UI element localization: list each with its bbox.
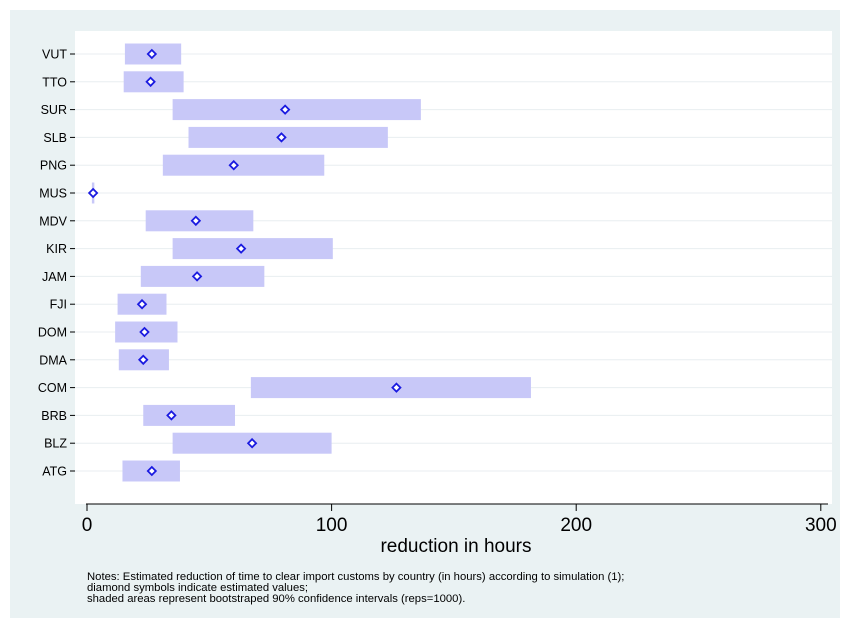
ci-band bbox=[162, 154, 325, 176]
range-plot: VUT TTO SUR SLB PNG MUS MDV KIR JAM FJI DOM DMA COM B… bbox=[38, 31, 837, 557]
estimate-marker bbox=[246, 437, 258, 449]
y-tick-label: DMA bbox=[39, 353, 67, 367]
estimate-marker bbox=[279, 104, 291, 115]
estimate-marker bbox=[145, 76, 156, 88]
y-tick-label: ATG bbox=[42, 465, 67, 479]
y-tick-label: KIR bbox=[46, 242, 67, 256]
estimate-marker bbox=[136, 298, 148, 310]
note-line-2: diamond symbols indicate estimated value… bbox=[87, 582, 309, 594]
ci-band bbox=[172, 99, 421, 121]
note-line-3: shaded areas represent bootstraped 90% c… bbox=[87, 593, 466, 605]
ci-band bbox=[143, 404, 235, 426]
y-tick-label: PNG bbox=[40, 159, 67, 173]
y-tick-label: SLB bbox=[43, 131, 67, 145]
y-tick-label: MDV bbox=[39, 214, 67, 228]
ci-band bbox=[188, 126, 388, 148]
y-tick-label: FJI bbox=[50, 298, 67, 312]
y-tick-label: BRB bbox=[41, 409, 67, 423]
x-tick-label: 0 bbox=[82, 515, 93, 536]
y-tick-label: MUS bbox=[39, 187, 67, 201]
estimate-marker bbox=[146, 48, 158, 60]
x-tick-label: 200 bbox=[560, 515, 592, 536]
chart-frame: VUT TTO SUR SLB PNG MUS MDV KIR JAM FJI DOM DMA COM B… bbox=[10, 10, 840, 618]
x-axis-title: reduction in hours bbox=[380, 536, 531, 557]
ci-band bbox=[172, 238, 333, 260]
estimate-marker bbox=[139, 326, 150, 338]
estimate-marker bbox=[235, 243, 247, 254]
x-axis-ticks: 0 100 200 300 bbox=[82, 504, 837, 536]
estimate-marker bbox=[391, 382, 402, 393]
estimate-marker bbox=[166, 410, 177, 421]
estimate-marker bbox=[137, 354, 149, 366]
y-tick-label: DOM bbox=[38, 326, 67, 340]
estimate-marker bbox=[276, 132, 287, 143]
estimate-marker bbox=[146, 465, 158, 477]
chart-notes: Notes: Estimated reduction of time to cl… bbox=[87, 571, 837, 605]
ci-band bbox=[250, 377, 531, 399]
x-tick-label: 100 bbox=[316, 515, 348, 536]
y-tick-label: JAM bbox=[42, 270, 67, 284]
estimate-marker bbox=[191, 271, 203, 282]
estimate-markers bbox=[87, 48, 402, 477]
y-tick-label: COM bbox=[38, 381, 67, 395]
ci-bands bbox=[91, 43, 531, 482]
estimate-marker bbox=[228, 159, 240, 171]
ci-band bbox=[140, 265, 265, 287]
note-line-1: Notes: Estimated reduction of time to cl… bbox=[87, 571, 625, 583]
estimate-marker bbox=[87, 187, 99, 199]
y-tick-label: BLZ bbox=[44, 437, 67, 451]
x-tick-label: 300 bbox=[805, 515, 837, 536]
estimate-marker bbox=[190, 215, 202, 227]
y-tick-label: TTO bbox=[42, 75, 67, 89]
y-tick-label: VUT bbox=[42, 48, 67, 62]
y-tick-label: SUR bbox=[41, 103, 67, 117]
y-axis-ticks: VUT TTO SUR SLB PNG MUS MDV KIR JAM FJI DOM DMA COM B… bbox=[38, 48, 75, 479]
